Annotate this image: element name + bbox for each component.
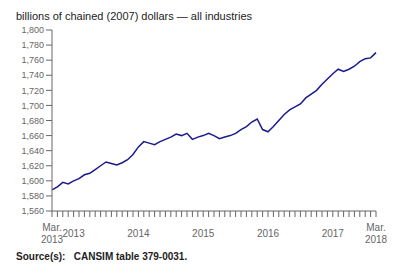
svg-text:1,620: 1,620	[21, 161, 44, 171]
svg-text:1,580: 1,580	[21, 191, 44, 201]
svg-text:2015: 2015	[192, 228, 215, 239]
svg-text:2013: 2013	[62, 228, 85, 239]
svg-text:2013: 2013	[41, 234, 64, 245]
svg-text:1,560: 1,560	[21, 206, 44, 216]
svg-text:1,700: 1,700	[21, 101, 44, 111]
svg-text:1,640: 1,640	[21, 146, 44, 156]
svg-text:1,720: 1,720	[21, 86, 44, 96]
svg-text:2016: 2016	[257, 228, 280, 239]
svg-text:1,680: 1,680	[21, 116, 44, 126]
svg-text:1,800: 1,800	[21, 25, 44, 35]
svg-text:Mar.: Mar.	[366, 222, 385, 233]
svg-text:1,600: 1,600	[21, 176, 44, 186]
svg-text:1,760: 1,760	[21, 55, 44, 65]
svg-text:Mar.: Mar.	[42, 222, 61, 233]
svg-text:2014: 2014	[127, 228, 150, 239]
svg-text:2017: 2017	[322, 228, 345, 239]
svg-text:1,660: 1,660	[21, 131, 44, 141]
html-text:Source(s): CANSIM table 379-00: Source(s): CANSIM table 379-0031.	[16, 251, 188, 262]
svg-text:1,780: 1,780	[21, 40, 44, 50]
svg-text:2018: 2018	[365, 234, 388, 245]
html-text:billions of chained (2007) dol: billions of chained (2007) dollars — all…	[16, 10, 252, 22]
svg-text:1,740: 1,740	[21, 70, 44, 80]
